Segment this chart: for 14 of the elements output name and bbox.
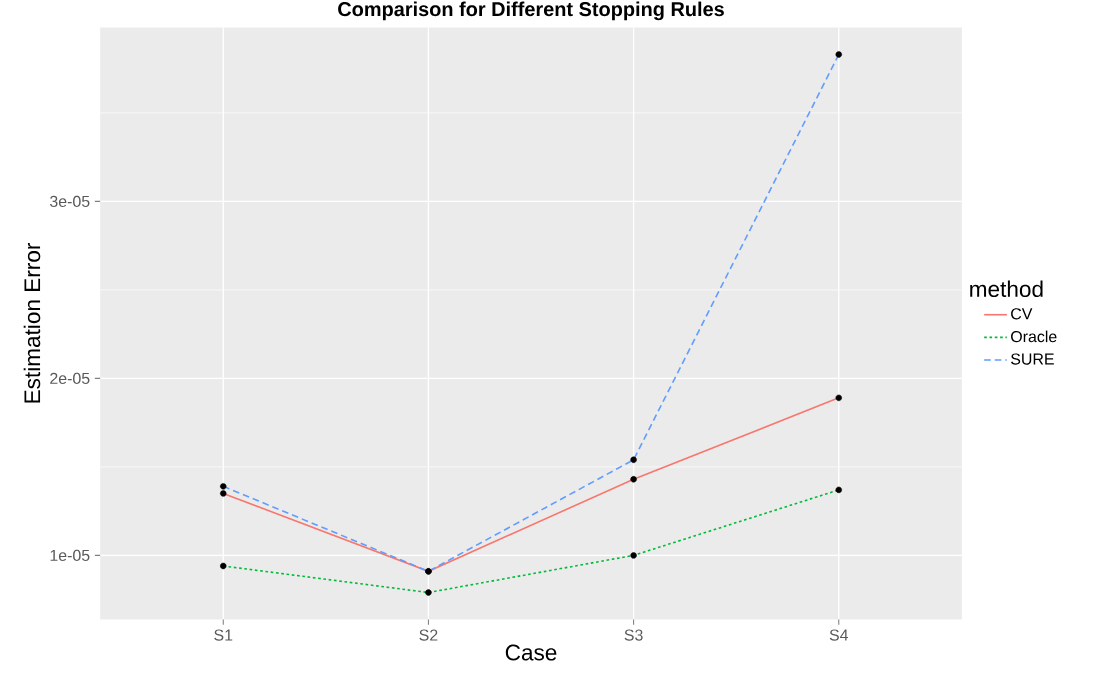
y-tick-label: 2e-05 xyxy=(50,372,90,385)
x-tick-label: S3 xyxy=(624,629,643,641)
x-tick-label: S4 xyxy=(829,629,849,641)
legend-label: Oracle xyxy=(1011,330,1057,343)
x-axis-title: Case xyxy=(505,644,557,661)
y-tick-label: 3e-05 xyxy=(49,195,90,208)
chart-title: Comparison for Different Stopping Rules xyxy=(338,1,724,21)
legend-label: CV xyxy=(1011,308,1033,320)
x-tick-label: S1 xyxy=(214,629,233,641)
y-axis-title: Estimation Error xyxy=(23,243,41,403)
x-tick-label: S2 xyxy=(419,629,438,641)
legend-label: SURE xyxy=(1011,353,1054,365)
legend-title: method xyxy=(970,280,1043,298)
y-tick-label: 1e-05 xyxy=(50,549,90,562)
